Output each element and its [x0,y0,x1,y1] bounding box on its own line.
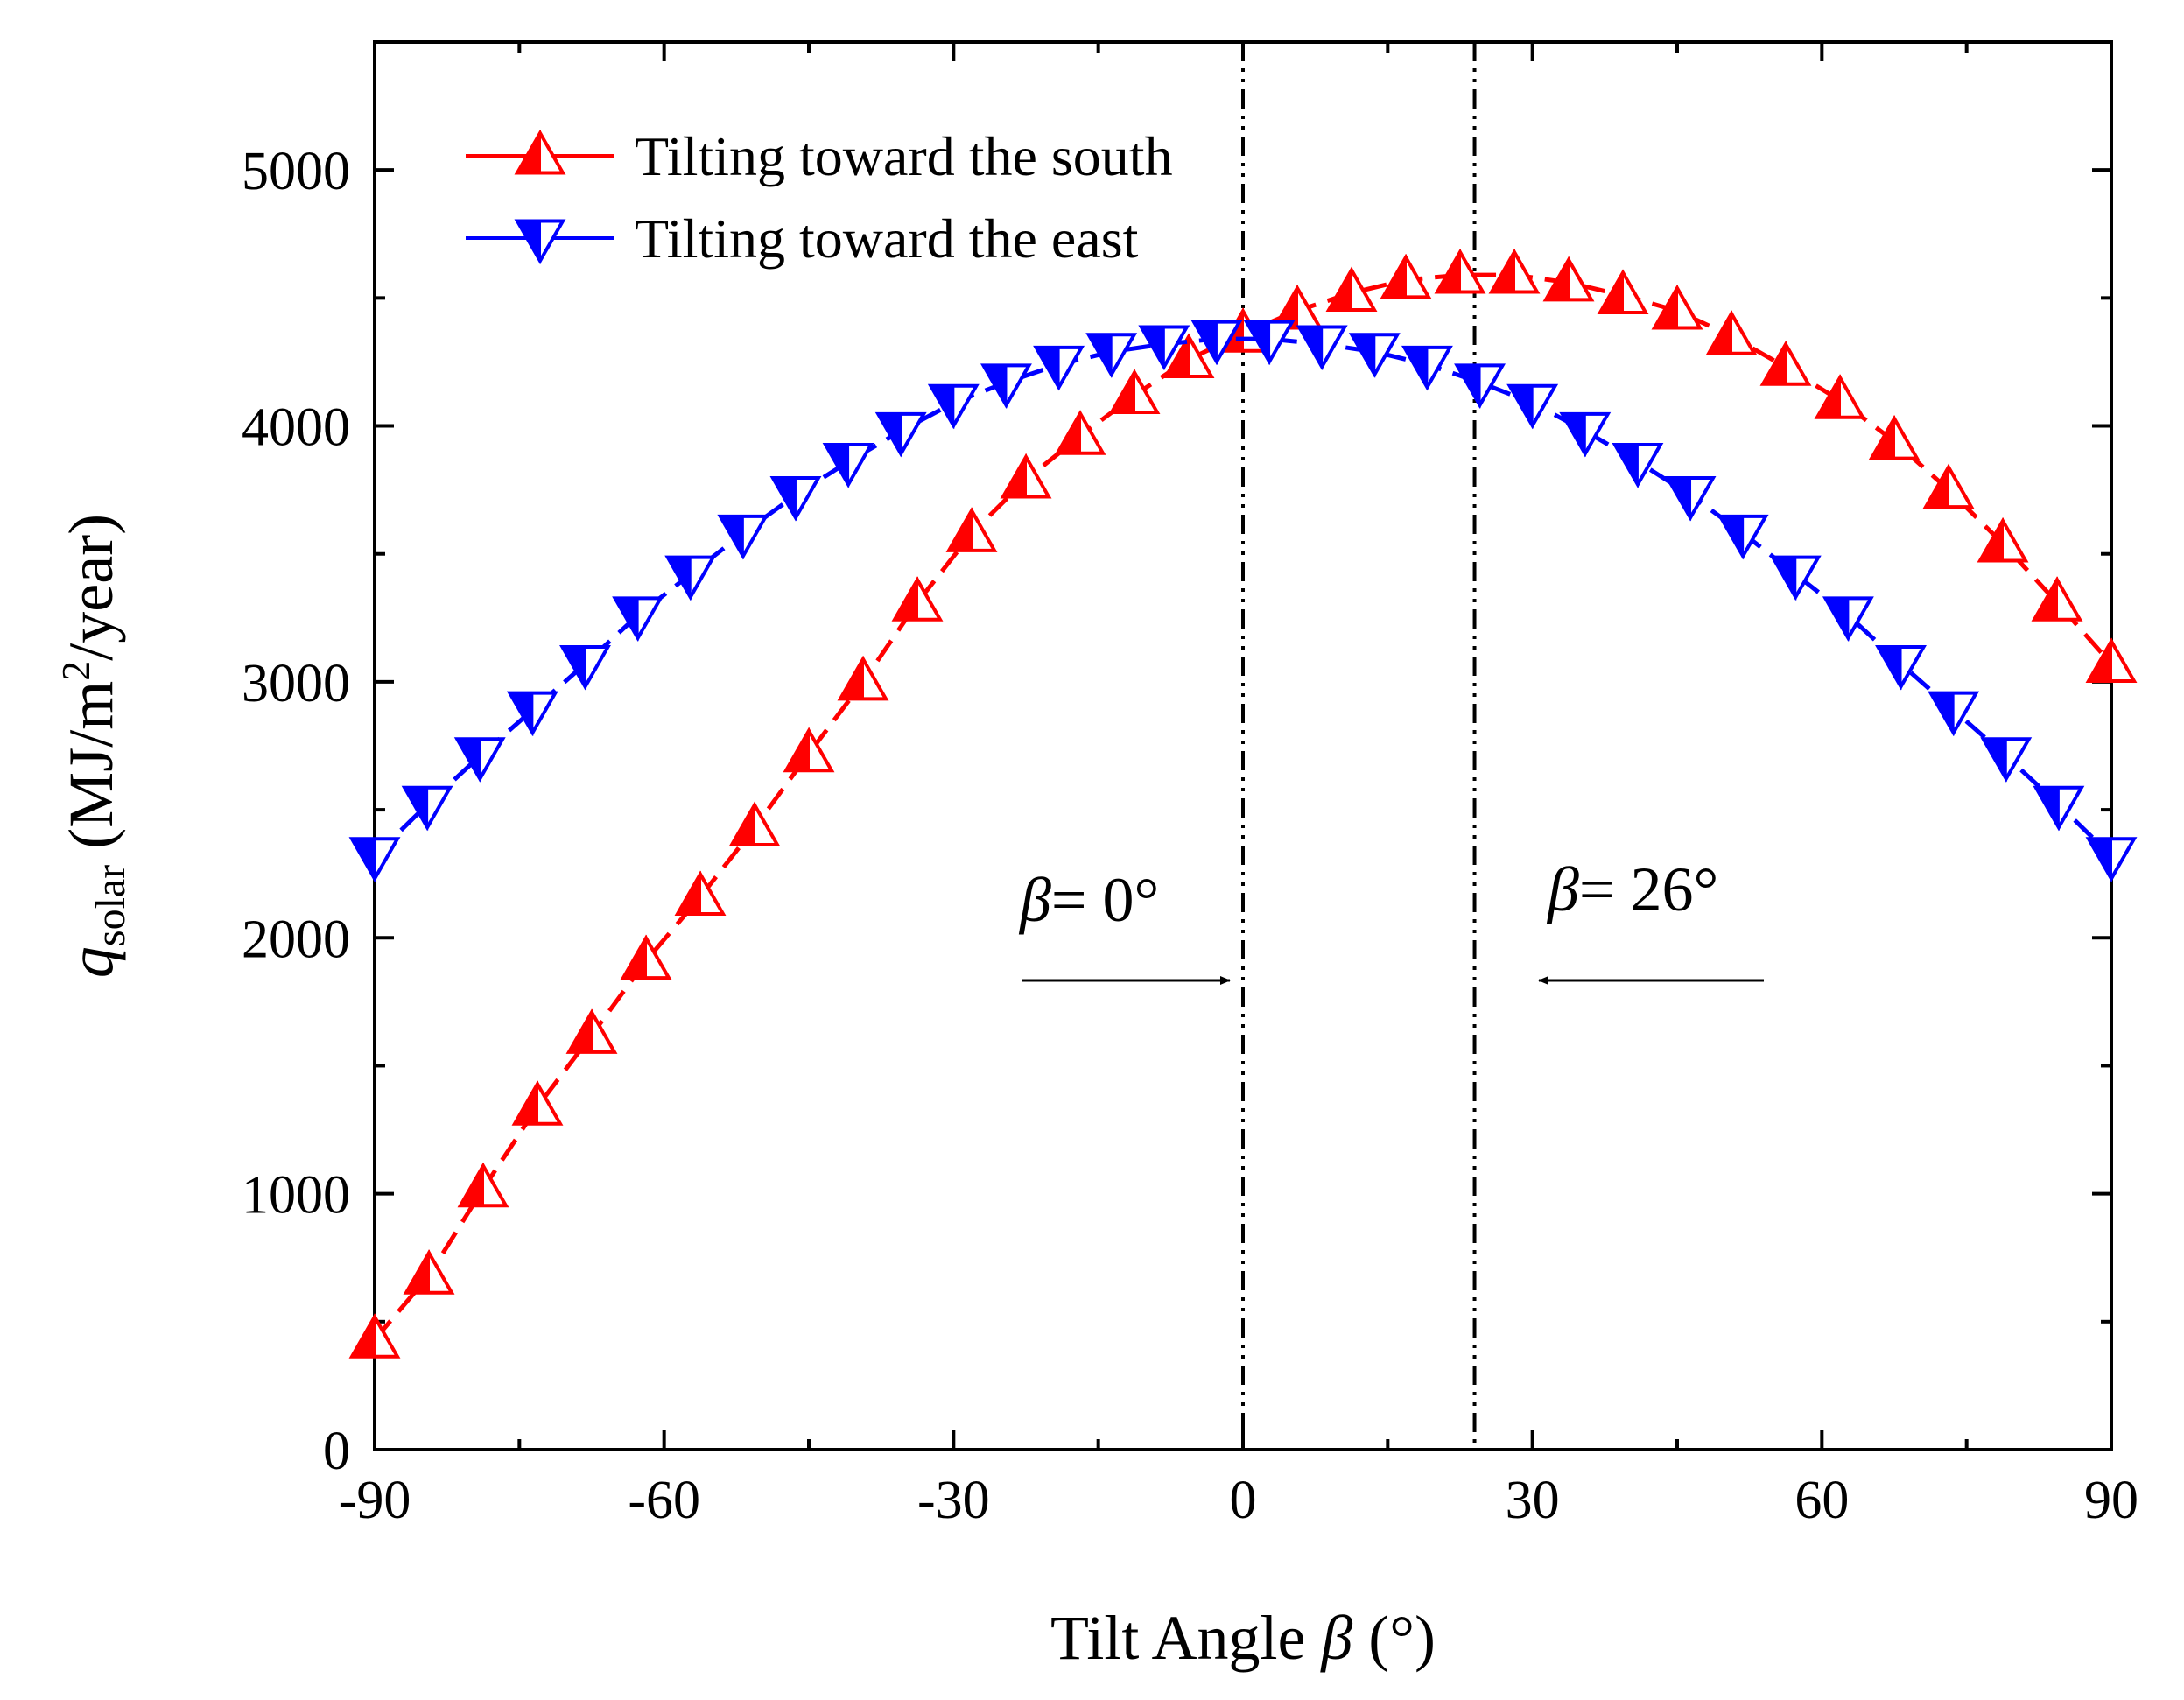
data-point-east [1980,737,2033,783]
data-point-south [1597,269,1649,314]
data-point-east [1033,345,1085,391]
data-point-south [945,507,998,552]
data-point-east [717,514,769,560]
data-point-east [1612,442,1664,488]
data-point-south [1868,415,1921,460]
data-point-east [1664,475,1717,522]
data-point-east [1085,333,1138,378]
data-point-east [453,737,506,783]
data-point-south [2031,576,2083,622]
data-point-east [1875,644,1927,691]
data-point-east [874,411,927,458]
data-point-east [1190,320,1243,366]
data-point-east [1454,363,1506,409]
legend-marker-east [514,219,566,265]
annotation-beta-26: β= 26° [1538,854,1764,985]
data-point-east [348,837,401,882]
series-line-east [373,336,2113,858]
data-point-south [1977,517,2029,563]
data-point-south [728,801,781,847]
x-axis-label: Tilt Angle β (°) [1050,1603,1436,1673]
data-point-east [1243,320,1296,366]
data-point-south [891,576,944,622]
y-tick-label: 4000 [242,398,350,458]
data-point-south [1922,463,1975,509]
x-tick-label: -90 [339,1471,411,1530]
y-tick-label: 1000 [242,1166,350,1226]
data-point-south [1759,341,1812,386]
data-point-east [559,644,611,691]
data-point-south [565,1008,618,1054]
data-point-east [1769,555,1822,601]
data-point-south [348,1313,401,1359]
data-point-south [1000,453,1052,499]
legend-marker-south [514,129,566,175]
data-point-south [511,1080,564,1126]
data-point-east [664,555,717,601]
y-axis-label: qsolar (MJ/m2/year) [53,514,134,978]
x-tick-label: 90 [2084,1471,2138,1530]
data-point-south [1542,256,1595,302]
legend-triangle-east [514,219,566,265]
x-tick-label: -60 [628,1471,700,1530]
annotation-beta-0: β= 0° [1018,865,1231,985]
legend-label-south: Tilting toward the south [635,125,1173,187]
data-point-south [1705,310,1758,355]
data-point-east [1348,333,1401,378]
data-point-south [674,870,727,916]
y-tick-label: 3000 [242,654,350,713]
x-tick-label: 60 [1794,1471,1849,1530]
data-point-south [837,655,889,701]
data-point-east [1928,691,1980,737]
data-point-south [403,1249,455,1295]
data-point-east [822,442,874,488]
x-tick-label: -30 [917,1471,990,1530]
annotation-beta-0-label: β= 0° [1018,865,1159,935]
data-point-south [1380,253,1432,299]
legend-triangle-south [514,129,566,175]
data-point-east [769,475,822,522]
data-point-south [1651,284,1703,330]
data-point-east [980,363,1032,409]
x-tick-label: 30 [1506,1471,1560,1530]
y-tick-label: 0 [323,1422,350,1481]
data-point-east [1138,325,1190,371]
data-point-east [401,785,453,832]
y-tick-label: 5000 [242,142,350,201]
legend: Tilting toward the south Tilting toward … [466,125,1173,270]
data-point-south [783,727,835,773]
data-point-south [1434,249,1486,294]
series-layer [348,249,2138,1359]
data-point-east [1717,514,1769,560]
data-point-east [506,691,558,737]
y-tick-label: 2000 [242,910,350,969]
tick-labels: -90 -60 -30 0 30 60 90 0 1000 2000 3000 4000 5000 [242,142,2138,1530]
data-point-south [1325,266,1378,313]
legend-label-east: Tilting toward the east [635,207,1139,270]
data-point-east [612,596,664,642]
data-point-south [2085,637,2138,683]
data-point-east [927,383,980,430]
data-point-south [620,934,672,980]
reference-lines [1241,42,1477,1450]
data-point-east [1559,411,1612,458]
axis-ticks [373,42,2113,1451]
x-tick-label: 0 [1230,1471,1257,1530]
data-point-south [1054,410,1106,455]
data-point-south [1162,333,1215,379]
data-point-east [1401,345,1453,391]
data-point-south [1271,284,1324,330]
data-point-south [1108,369,1161,414]
data-point-south [1814,374,1866,419]
data-point-east [2085,837,2138,882]
data-point-east [1296,325,1348,371]
data-point-south [1488,249,1541,294]
data-point-east [1822,596,1874,642]
data-point-east [2033,785,2085,832]
data-point-south [457,1162,509,1208]
data-point-east [1506,383,1559,430]
annotation-beta-26-label: β= 26° [1546,854,1718,924]
